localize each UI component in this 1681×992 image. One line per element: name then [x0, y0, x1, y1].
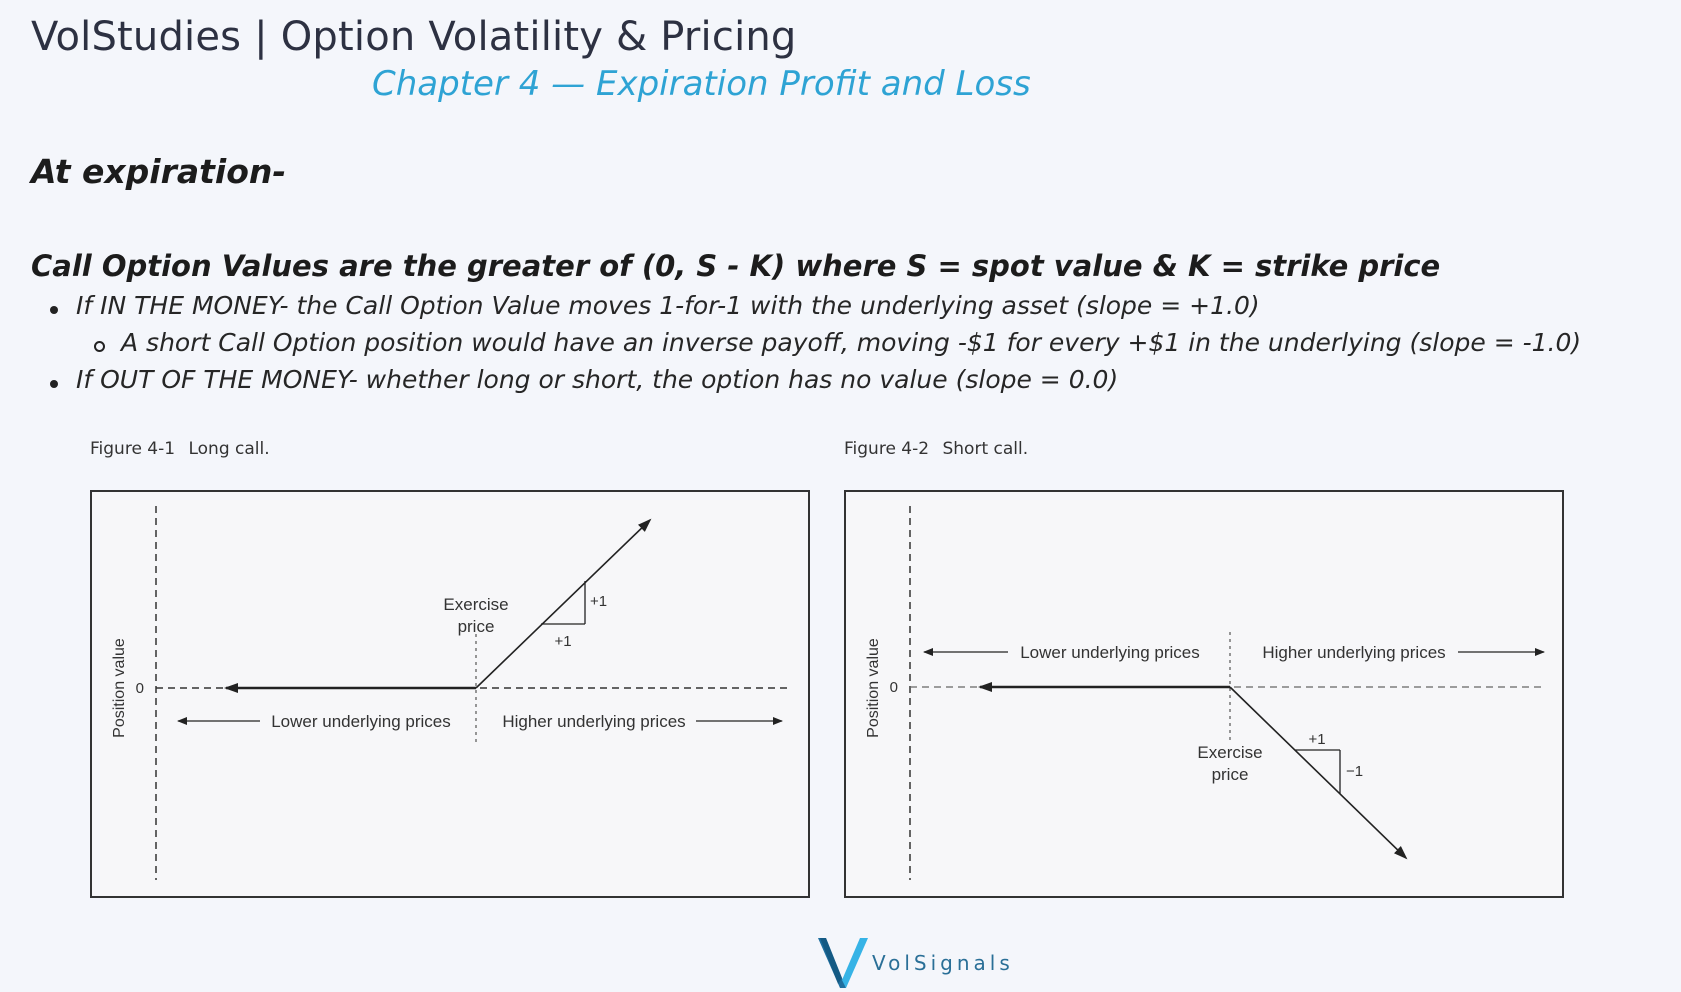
- slope-rise-label: +1: [590, 593, 607, 610]
- payoff-rising-segment: [475, 518, 652, 689]
- lower-prices-label: Lower underlying prices: [1020, 643, 1200, 662]
- bullet-dot: [50, 306, 58, 314]
- bullet-out-of-the-money: If OUT OF THE MONEY- whether long or sho…: [76, 365, 1119, 394]
- slope-rise-label: −1: [1346, 763, 1363, 780]
- exercise-price-label-2: price: [458, 617, 495, 636]
- zero-label: 0: [890, 679, 898, 696]
- short-call-diagram: +1 −1 Exercise price 0 Position value Lo…: [865, 506, 1546, 880]
- y-axis-label: Position value: [111, 638, 128, 738]
- sub-bullet-ring: [94, 341, 105, 352]
- figure-1-long-call: +1 +1 Exercise price 0 Position value Lo…: [90, 490, 810, 898]
- bullet-dot: [50, 380, 58, 388]
- figure-2-number: Figure 4-2: [844, 439, 930, 459]
- volsignals-wordmark: VolSignals: [872, 951, 1014, 975]
- bullet-in-the-money: If IN THE MONEY- the Call Option Value m…: [76, 291, 1260, 320]
- lower-prices-label: Lower underlying prices: [271, 712, 451, 731]
- higher-prices-label: Higher underlying prices: [1262, 643, 1445, 662]
- slope-run-label: +1: [1308, 731, 1325, 748]
- chapter-subtitle: Chapter 4 — Expiration Profit and Loss: [372, 64, 1031, 104]
- v-logo-icon: [818, 938, 868, 988]
- bullet-short-call: A short Call Option position would have …: [121, 328, 1582, 357]
- payoff-falling-segment: [1229, 686, 1408, 860]
- exercise-price-label-2: price: [1212, 765, 1249, 784]
- figure-1-number: Figure 4-1: [90, 439, 176, 459]
- zero-label: 0: [136, 680, 144, 697]
- figure-2-title: Short call.: [942, 439, 1029, 459]
- slope-run-label: +1: [554, 633, 571, 650]
- figure-1-caption: Figure 4-1 Long call.: [90, 439, 270, 459]
- page-title: VolStudies | Option Volatility & Pricing: [31, 14, 797, 60]
- long-call-diagram: +1 +1 Exercise price 0 Position value Lo…: [111, 506, 792, 880]
- section-heading: At expiration-: [31, 152, 287, 191]
- volsignals-logo: VolSignals: [816, 934, 1056, 990]
- rule-heading: Call Option Values are the greater of (0…: [31, 249, 1441, 283]
- exercise-price-label-1: Exercise: [1197, 743, 1262, 762]
- y-axis-label: Position value: [865, 638, 882, 738]
- exercise-price-label-1: Exercise: [443, 595, 508, 614]
- figure-2-short-call: +1 −1 Exercise price 0 Position value Lo…: [844, 490, 1564, 898]
- higher-prices-label: Higher underlying prices: [502, 712, 685, 731]
- figure-2-caption: Figure 4-2 Short call.: [844, 439, 1028, 459]
- figure-1-title: Long call.: [188, 439, 270, 459]
